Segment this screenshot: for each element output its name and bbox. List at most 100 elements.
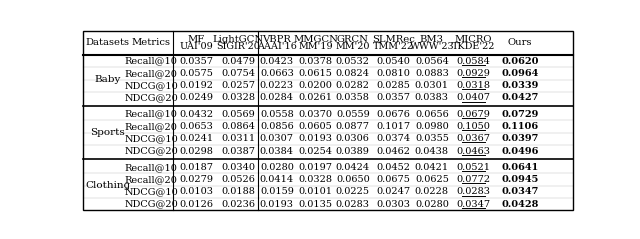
Text: 0.0729: 0.0729: [502, 110, 539, 119]
Text: 0.0370: 0.0370: [299, 110, 333, 119]
Text: MICRO: MICRO: [455, 35, 492, 43]
Text: 0.0383: 0.0383: [415, 93, 449, 103]
Text: 0.0615: 0.0615: [299, 69, 333, 78]
Text: LightGCN: LightGCN: [212, 35, 264, 43]
Text: 0.0864: 0.0864: [221, 122, 255, 131]
Text: 0.0261: 0.0261: [299, 93, 333, 103]
Text: 0.0564: 0.0564: [415, 56, 449, 65]
Text: 0.0284: 0.0284: [260, 93, 294, 103]
Text: 0.0254: 0.0254: [299, 147, 333, 156]
Text: 0.0355: 0.0355: [415, 134, 449, 143]
Text: NDCG@20: NDCG@20: [124, 147, 178, 156]
Text: 0.0103: 0.0103: [179, 187, 213, 196]
Text: 0.0187: 0.0187: [179, 163, 213, 172]
Text: 0.0856: 0.0856: [260, 122, 294, 131]
Text: 0.0193: 0.0193: [299, 134, 333, 143]
Text: 0.0306: 0.0306: [336, 134, 370, 143]
Text: 0.0311: 0.0311: [221, 134, 255, 143]
Text: 0.0810: 0.0810: [376, 69, 410, 78]
Text: SLMRec: SLMRec: [372, 35, 415, 43]
Text: 0.0653: 0.0653: [179, 122, 213, 131]
Text: 0.0285: 0.0285: [376, 81, 410, 90]
Text: 0.0407: 0.0407: [457, 93, 491, 103]
Text: 0.1017: 0.1017: [376, 122, 410, 131]
Text: Recall@10: Recall@10: [125, 110, 178, 119]
Text: 0.0225: 0.0225: [336, 187, 370, 196]
Text: 0.0877: 0.0877: [336, 122, 370, 131]
Text: 0.1106: 0.1106: [502, 122, 539, 131]
Text: 0.0558: 0.0558: [260, 110, 294, 119]
Text: 0.0496: 0.0496: [502, 147, 539, 156]
Text: 0.0532: 0.0532: [336, 56, 370, 65]
Text: 0.0569: 0.0569: [221, 110, 255, 119]
Text: SIGIR'20: SIGIR'20: [216, 42, 260, 51]
Text: Ours: Ours: [508, 38, 532, 47]
Text: 0.0193: 0.0193: [260, 200, 294, 209]
Text: BM3: BM3: [420, 35, 444, 43]
Text: Recall@20: Recall@20: [125, 69, 178, 78]
Text: 0.0283: 0.0283: [336, 200, 370, 209]
Text: Recall@10: Recall@10: [125, 163, 178, 172]
Text: 0.0223: 0.0223: [260, 81, 294, 90]
Text: MMGCN: MMGCN: [293, 35, 338, 43]
Text: 0.0675: 0.0675: [376, 175, 410, 184]
Text: 0.0228: 0.0228: [415, 187, 449, 196]
Text: 0.0387: 0.0387: [221, 147, 255, 156]
Text: 0.0424: 0.0424: [336, 163, 370, 172]
Text: 0.0656: 0.0656: [415, 110, 449, 119]
Text: 0.0298: 0.0298: [179, 147, 213, 156]
Text: NDCG@20: NDCG@20: [124, 93, 178, 103]
Text: 0.0980: 0.0980: [415, 122, 449, 131]
Text: 0.0249: 0.0249: [179, 93, 213, 103]
Text: 0.0159: 0.0159: [260, 187, 294, 196]
Text: 0.0462: 0.0462: [376, 147, 410, 156]
Text: 0.0663: 0.0663: [260, 69, 294, 78]
Text: 0.0241: 0.0241: [179, 134, 213, 143]
Text: 0.0384: 0.0384: [260, 147, 294, 156]
Text: 0.0357: 0.0357: [376, 93, 410, 103]
Text: VBPR: VBPR: [262, 35, 291, 43]
Text: MM'19: MM'19: [298, 42, 333, 51]
Text: Clothing: Clothing: [85, 181, 131, 190]
Text: Sports: Sports: [90, 128, 125, 137]
Text: 0.0200: 0.0200: [299, 81, 333, 90]
Text: 0.0318: 0.0318: [457, 81, 491, 90]
Text: 0.0650: 0.0650: [336, 175, 370, 184]
Text: 0.0620: 0.0620: [502, 56, 539, 65]
Text: 0.0340: 0.0340: [221, 163, 255, 172]
Text: UAI'09: UAI'09: [179, 42, 213, 51]
Text: 0.0126: 0.0126: [179, 200, 213, 209]
Text: 0.0357: 0.0357: [179, 56, 213, 65]
Text: 0.0945: 0.0945: [502, 175, 539, 184]
Text: 0.0328: 0.0328: [299, 175, 333, 184]
Text: 0.0282: 0.0282: [336, 81, 370, 90]
Text: 0.0197: 0.0197: [299, 163, 333, 172]
Text: MM'20: MM'20: [335, 42, 370, 51]
Text: 0.0883: 0.0883: [415, 69, 449, 78]
Text: 0.0236: 0.0236: [221, 200, 255, 209]
Text: 0.0463: 0.0463: [457, 147, 491, 156]
Text: 0.0929: 0.0929: [457, 69, 491, 78]
Text: 0.0283: 0.0283: [457, 187, 491, 196]
Text: 0.0280: 0.0280: [415, 200, 449, 209]
Text: 0.0347: 0.0347: [502, 187, 539, 196]
Text: 0.0188: 0.0188: [221, 187, 255, 196]
Text: 0.0824: 0.0824: [336, 69, 370, 78]
Text: Metrics: Metrics: [132, 38, 171, 47]
Text: 0.0374: 0.0374: [376, 134, 410, 143]
Text: 0.0101: 0.0101: [299, 187, 333, 196]
Text: NDCG@10: NDCG@10: [124, 187, 178, 196]
Text: 0.0135: 0.0135: [299, 200, 333, 209]
Text: 0.0427: 0.0427: [502, 93, 539, 103]
Text: NDCG@20: NDCG@20: [124, 200, 178, 209]
Text: 0.0389: 0.0389: [336, 147, 370, 156]
Text: 0.0257: 0.0257: [221, 81, 255, 90]
Text: 0.0438: 0.0438: [415, 147, 449, 156]
Text: 0.0378: 0.0378: [299, 56, 333, 65]
Text: 0.0559: 0.0559: [336, 110, 370, 119]
Text: NDCG@10: NDCG@10: [124, 81, 178, 90]
Text: 0.0754: 0.0754: [221, 69, 255, 78]
Text: Datasets: Datasets: [86, 38, 130, 47]
Text: 0.0192: 0.0192: [179, 81, 213, 90]
Text: 0.0303: 0.0303: [376, 200, 410, 209]
